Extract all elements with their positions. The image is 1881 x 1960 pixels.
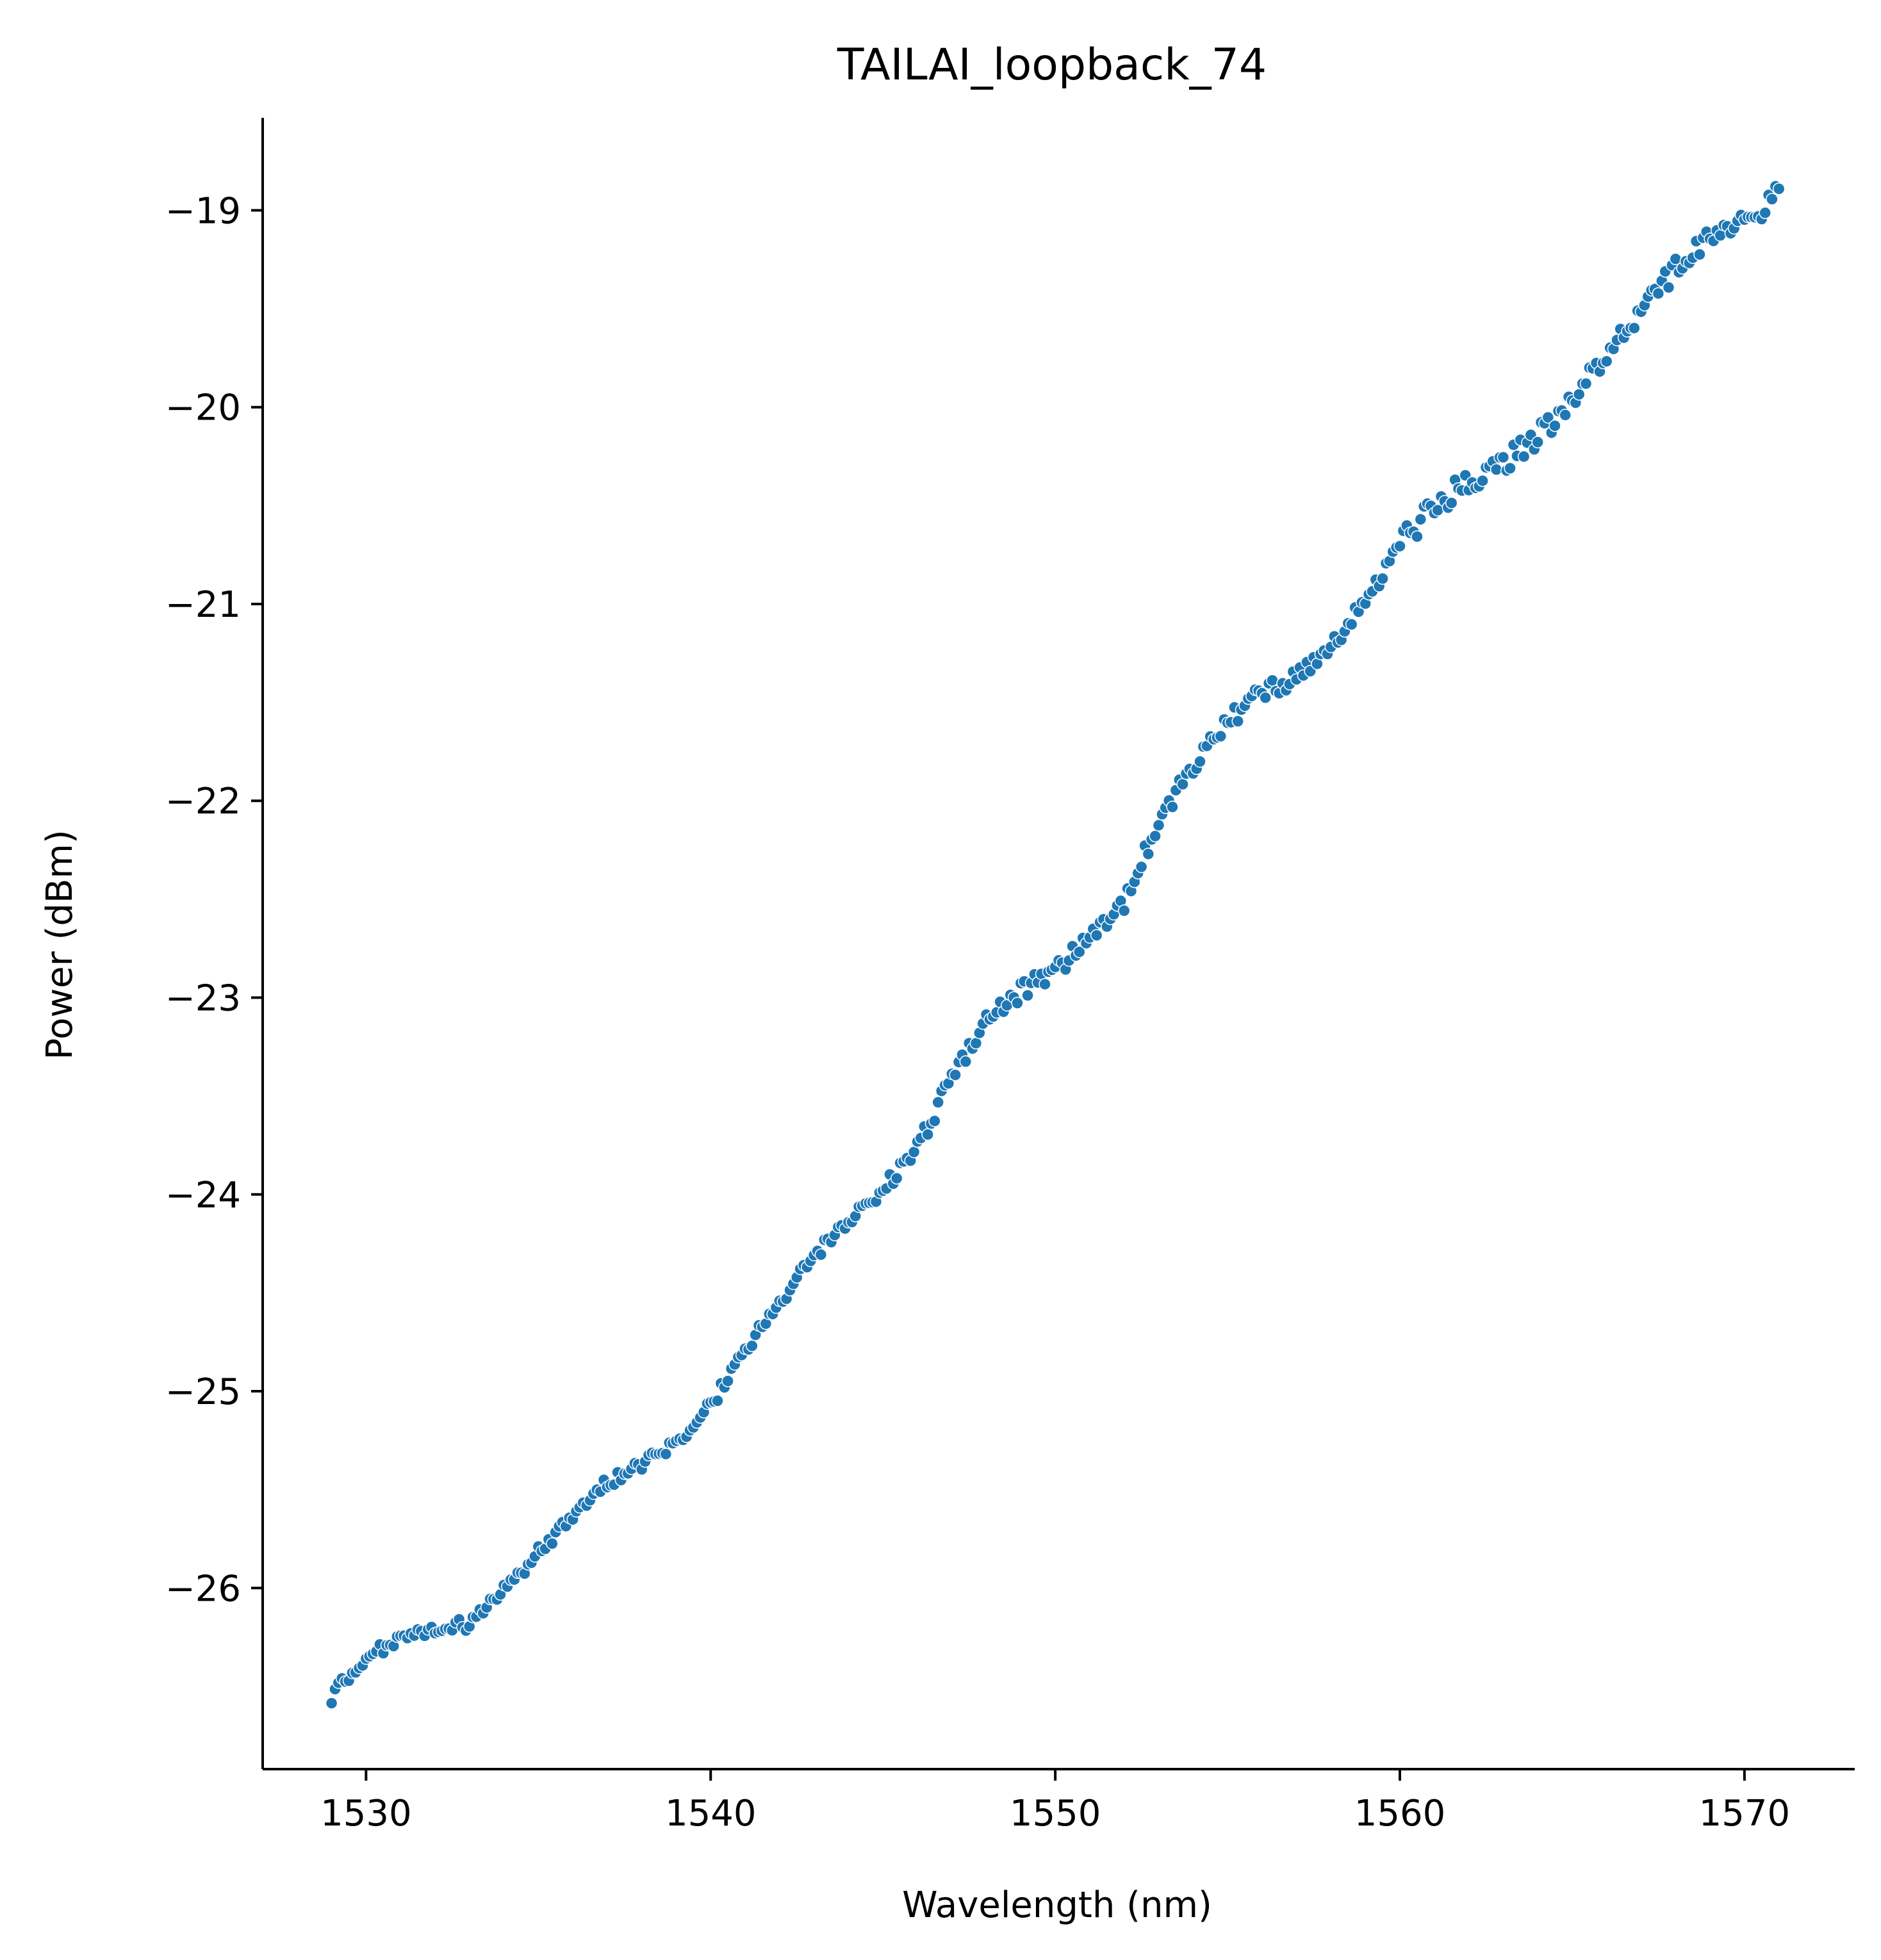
data-point [949, 1068, 962, 1081]
y-tick-label: −23 [165, 977, 241, 1019]
data-point [1572, 388, 1586, 401]
x-tick-label: 1550 [1010, 1793, 1101, 1834]
data-point [1266, 674, 1279, 687]
y-tick-label: −26 [165, 1568, 241, 1610]
data-point [1517, 450, 1531, 463]
data-point [325, 1697, 338, 1710]
y-tick-label: −21 [165, 584, 241, 626]
y-axis-label: Power (dBm) [39, 829, 81, 1059]
data-point [1214, 730, 1228, 743]
y-tick-label: −24 [165, 1175, 241, 1216]
scatter-points [325, 180, 1786, 1710]
data-point [814, 1248, 828, 1261]
data-point [1152, 819, 1165, 832]
y-tick-label: −25 [165, 1371, 241, 1413]
data-point [711, 1394, 724, 1407]
data-point [1766, 193, 1778, 206]
data-point [907, 1145, 921, 1159]
data-point [1476, 474, 1489, 487]
data-point [1259, 691, 1272, 705]
data-point [890, 1172, 903, 1185]
data-point [1149, 829, 1162, 843]
x-tick-label: 1570 [1699, 1793, 1791, 1834]
data-point [1541, 411, 1555, 424]
data-point [1142, 847, 1155, 861]
data-point [1759, 206, 1771, 220]
x-axis: 1530 1540 1550 1560 1570 [320, 1769, 1790, 1834]
data-point [1497, 451, 1510, 464]
data-point [1628, 322, 1641, 334]
data-point [1548, 419, 1561, 432]
data-point [1662, 281, 1675, 294]
x-tick-label: 1560 [1354, 1793, 1446, 1834]
data-point [1135, 860, 1148, 874]
data-point [1600, 355, 1613, 368]
data-point [928, 1115, 941, 1127]
data-point [1490, 463, 1503, 476]
y-axis: −19 −20 −21 −22 −23 −24 −25 −26 [165, 190, 263, 1610]
chart-title: TAILAI_loopback_74 [837, 40, 1267, 90]
data-point [1073, 945, 1086, 958]
data-point [932, 1096, 944, 1109]
x-axis-label: Wavelength (nm) [902, 1884, 1212, 1926]
data-point [1652, 287, 1665, 300]
data-point [1772, 183, 1786, 195]
y-tick-label: −22 [165, 781, 241, 822]
data-point [1166, 801, 1179, 813]
data-point [1411, 530, 1424, 543]
data-point [721, 1375, 734, 1387]
data-point [1504, 462, 1516, 475]
data-point [1090, 929, 1103, 942]
x-tick-label: 1540 [665, 1793, 757, 1834]
data-point [659, 1448, 673, 1460]
data-point [1414, 513, 1427, 526]
data-point [959, 1055, 973, 1068]
data-point [1194, 755, 1206, 768]
data-point [1559, 409, 1572, 421]
data-point [921, 1128, 934, 1141]
data-point [969, 1036, 983, 1050]
data-point [1376, 572, 1389, 585]
data-point [1117, 904, 1131, 917]
data-point [1693, 248, 1706, 261]
y-tick-label: −20 [165, 388, 241, 429]
data-point [1021, 989, 1034, 1002]
data-point [546, 1537, 559, 1550]
y-tick-label: −19 [165, 190, 241, 232]
data-point [1531, 436, 1544, 449]
data-point [1345, 618, 1358, 631]
data-point [1039, 977, 1051, 991]
data-point [1231, 715, 1244, 728]
data-point [1445, 496, 1458, 509]
x-tick-label: 1530 [320, 1793, 412, 1834]
data-point [1393, 539, 1406, 553]
data-point [1011, 997, 1024, 1009]
data-point [1579, 377, 1593, 390]
data-point [746, 1339, 759, 1352]
data-point [1176, 778, 1189, 791]
